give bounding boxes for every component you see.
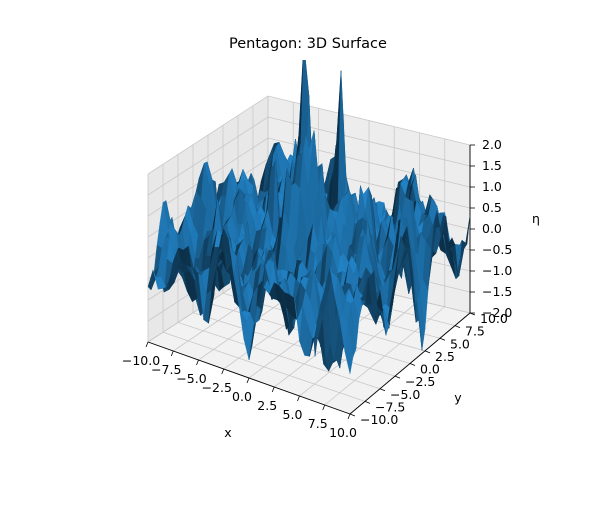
y-tick-label: 5.0 bbox=[450, 336, 470, 351]
y-axis-label: y bbox=[454, 390, 462, 405]
y-tick-mark bbox=[379, 388, 386, 392]
y-tick-label: 2.5 bbox=[435, 349, 455, 364]
z-tick-label: 1.0 bbox=[482, 179, 502, 194]
y-tick-label: −7.5 bbox=[375, 399, 405, 414]
surface-facet bbox=[344, 324, 354, 374]
x-tick-mark bbox=[322, 404, 326, 411]
z-tick-label: 2.0 bbox=[482, 137, 502, 152]
x-tick-mark bbox=[271, 386, 275, 393]
x-tick-mark bbox=[221, 368, 225, 375]
x-axis-label: x bbox=[224, 425, 231, 440]
y-tick-label: −2.5 bbox=[405, 374, 435, 389]
y-tick-label: 7.5 bbox=[465, 324, 485, 339]
y-tick-label: −5.0 bbox=[390, 387, 420, 402]
x-tick-label: −5.0 bbox=[176, 371, 206, 386]
x-tick-label: 2.5 bbox=[257, 398, 277, 413]
x-tick-label: 10.0 bbox=[329, 425, 357, 440]
y-tick-mark bbox=[364, 401, 371, 404]
z-tick-label: −0.5 bbox=[482, 242, 512, 257]
x-tick-label: 0.0 bbox=[232, 389, 252, 404]
x-tick-mark bbox=[145, 341, 149, 348]
x-tick-label: −7.5 bbox=[151, 362, 181, 377]
z-tick-label: −1.0 bbox=[482, 263, 512, 278]
z-tick-label: −2.0 bbox=[482, 305, 512, 320]
y-tick-mark bbox=[454, 325, 461, 328]
z-axis-label: η bbox=[532, 211, 540, 226]
x-tick-label: 5.0 bbox=[283, 407, 303, 422]
z-tick-label: −1.5 bbox=[482, 284, 512, 299]
grid-line bbox=[147, 137, 471, 217]
y-tick-label: 10.0 bbox=[480, 311, 508, 326]
grid-line bbox=[147, 95, 471, 175]
x-tick-mark bbox=[170, 350, 174, 357]
z-tick-label: 0.5 bbox=[482, 200, 502, 215]
y-tick-mark bbox=[439, 337, 446, 341]
x-tick-label: 7.5 bbox=[308, 416, 328, 431]
surface bbox=[147, 60, 471, 374]
grid-line bbox=[177, 322, 381, 390]
z-tick-label: 0.0 bbox=[482, 221, 502, 236]
y-tick-mark bbox=[394, 375, 401, 379]
x-tick-mark bbox=[196, 359, 199, 366]
axis-ticks: −10.0−7.5−5.0−2.50.02.55.07.510.0−10.0−7… bbox=[122, 137, 513, 440]
y-tick-label: −10.0 bbox=[360, 412, 398, 427]
x-tick-mark bbox=[347, 413, 351, 420]
y-tick-label: 0.0 bbox=[420, 362, 440, 377]
y-tick-mark bbox=[349, 413, 356, 417]
y-tick-mark bbox=[424, 350, 431, 354]
x-tick-mark bbox=[297, 395, 300, 402]
chart-title: Pentagon: 3D Surface bbox=[229, 36, 387, 52]
y-tick-mark bbox=[409, 363, 416, 366]
x-tick-label: −2.5 bbox=[202, 380, 232, 395]
grid-line bbox=[192, 312, 396, 377]
z-tick-label: 1.5 bbox=[482, 158, 502, 173]
grid-line bbox=[147, 116, 471, 196]
grid-line bbox=[162, 331, 366, 402]
x-tick-label: −10.0 bbox=[122, 353, 160, 368]
x-tick-mark bbox=[246, 377, 250, 384]
